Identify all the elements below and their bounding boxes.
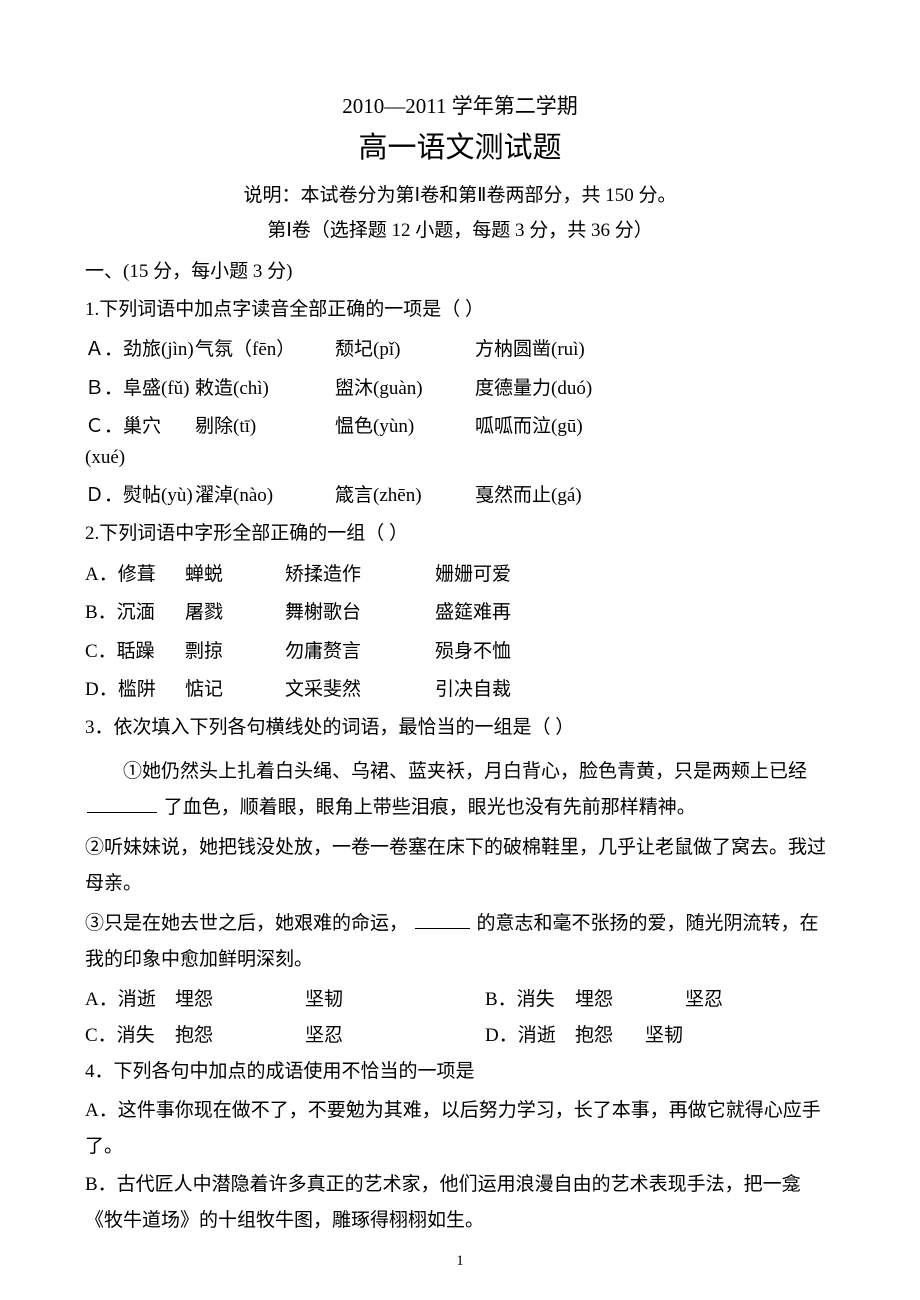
q3-options: A．消逝 埋怨 坚韧 B．消失 埋怨 坚忍 C．消失 抱怨 坚忍 D．消逝 抱怨… xyxy=(85,982,835,1054)
option-text: 坚忍 xyxy=(685,982,745,1018)
q3-sub1-text-b: 了血色，顺着眼，眼角上带些泪痕，眼光也没有先前那样精神。 xyxy=(164,797,696,818)
fill-blank xyxy=(415,910,470,929)
q1-option-d: Ｄ．熨帖(yù) 濯淖(nào) 箴言(zhēn) 戛然而止(gá) xyxy=(85,481,835,511)
option-text: 埋怨 xyxy=(175,982,305,1018)
part-header: 第Ⅰ卷（选择题 12 小题，每题 3 分，共 36 分） xyxy=(85,215,835,242)
q3-opt-c-label: C．消失 xyxy=(85,1018,175,1054)
option-label: C．聒躁 xyxy=(85,637,185,667)
option-text: 濯淖(nào) xyxy=(195,481,335,511)
option-text: 度德量力(duó) xyxy=(475,374,645,404)
option-text: 坚忍 xyxy=(305,1018,485,1054)
option-text: 勿庸赘言 xyxy=(285,637,435,667)
fill-blank xyxy=(87,794,157,813)
q1-option-b: Ｂ．阜盛(fǔ) 敕造(chì) 盥沐(guàn) 度德量力(duó) xyxy=(85,374,835,404)
q1-stem: 1.下列词语中加点字读音全部正确的一项是（ ） xyxy=(85,295,835,325)
page-number: 1 xyxy=(456,1253,464,1270)
option-label: Ｂ．阜盛(fǔ) xyxy=(85,374,195,404)
option-text: 方枘圆凿(ruì) xyxy=(475,335,645,365)
q4-stem: 4．下列各句中加点的成语使用不恰当的一项是 xyxy=(85,1054,835,1090)
q2-option-b: B．沉湎 屠戮 舞榭歌台 盛筵难再 xyxy=(85,598,835,628)
q3-opt-d-label: D．消逝 xyxy=(485,1018,575,1054)
option-text: 戛然而止(gá) xyxy=(475,481,645,511)
option-text: 坚韧 xyxy=(305,982,485,1018)
option-text: 敕造(chì) xyxy=(195,374,335,404)
option-text: 蝉蜕 xyxy=(185,560,285,590)
option-text: 坚韧 xyxy=(645,1018,705,1054)
option-text: 剔除(tī) xyxy=(195,412,335,473)
option-text: 舞榭歌台 xyxy=(285,598,435,628)
q3-sub3: ③只是在她去世之后，她艰难的命运， 的意志和毫不张扬的爱，随光阴流转，在我的印象… xyxy=(85,906,835,978)
option-label: B．沉湎 xyxy=(85,598,185,628)
semester-line: 2010—2011 学年第二学期 xyxy=(85,90,835,120)
q3-opt-b-label: B．消失 xyxy=(485,982,575,1018)
exam-instruction: 说明：本试卷分为第Ⅰ卷和第Ⅱ卷两部分，共 150 分。 xyxy=(85,180,835,207)
q2-option-d: D．槛阱 惦记 文采斐然 引决自裁 xyxy=(85,675,835,705)
option-label: A．修葺 xyxy=(85,560,185,590)
option-text: 惦记 xyxy=(185,675,285,705)
q2-option-c: C．聒躁 剽掠 勿庸赘言 殒身不恤 xyxy=(85,637,835,667)
option-text: 呱呱而泣(gū) xyxy=(475,412,645,473)
option-text: 埋怨 xyxy=(575,982,685,1018)
option-label: Ｃ．巢穴(xué) xyxy=(85,412,195,473)
option-text: 盛筵难再 xyxy=(435,598,585,628)
q3-opt-a-label: A．消逝 xyxy=(85,982,175,1018)
q3-sub1-text-a: ①她仍然头上扎着白头绳、乌裙、蓝夹袄，月白背心，脸色青黄，只是两颊上已经 xyxy=(123,761,807,782)
section-1-header: 一、(15 分，每小题 3 分) xyxy=(85,256,835,283)
q4-option-b: B．古代匠人中潜隐着许多真正的艺术家，他们运用浪漫自由的艺术表现手法，把一龛《牧… xyxy=(85,1167,835,1239)
option-label: Ｄ．熨帖(yù) xyxy=(85,481,195,511)
option-text: 矫揉造作 xyxy=(285,560,435,590)
option-text: 气氛（fēn） xyxy=(195,335,335,365)
option-label: D．槛阱 xyxy=(85,675,185,705)
option-text: 文采斐然 xyxy=(285,675,435,705)
q2-stem: 2.下列词语中字形全部正确的一组（ ） xyxy=(85,519,835,549)
q1-option-c: Ｃ．巢穴(xué) 剔除(tī) 愠色(yùn) 呱呱而泣(gū) xyxy=(85,412,835,473)
option-label: Ａ．劲旅(jìn) xyxy=(85,335,195,365)
option-text: 箴言(zhēn) xyxy=(335,481,475,511)
q3-sub1: ①她仍然头上扎着白头绳、乌裙、蓝夹袄，月白背心，脸色青黄，只是两颊上已经 了血色… xyxy=(85,754,835,826)
q1-option-a: Ａ．劲旅(jìn) 气氛（fēn） 颓圮(pǐ) 方枘圆凿(ruì) xyxy=(85,335,835,365)
q2-option-a: A．修葺 蝉蜕 矫揉造作 姗姗可爱 xyxy=(85,560,835,590)
option-text: 剽掠 xyxy=(185,637,285,667)
option-text: 抱怨 xyxy=(175,1018,305,1054)
q3-stem: 3．依次填入下列各句横线处的词语，最恰当的一组是（ ） xyxy=(85,713,835,743)
option-text: 愠色(yùn) xyxy=(335,412,475,473)
q3-sub3-text-a: ③只是在她去世之后，她艰难的命运， xyxy=(85,913,408,934)
option-text: 屠戮 xyxy=(185,598,285,628)
option-text: 殒身不恤 xyxy=(435,637,585,667)
option-text: 颓圮(pǐ) xyxy=(335,335,475,365)
q3-sub2: ②听妹妹说，她把钱没处放，一卷一卷塞在床下的破棉鞋里，几乎让老鼠做了窝去。我过母… xyxy=(85,830,835,902)
option-text: 抱怨 xyxy=(575,1018,645,1054)
option-text: 姗姗可爱 xyxy=(435,560,585,590)
q4-option-a: A．这件事你现在做不了，不要勉为其难，以后努力学习，长了本事，再做它就得心应手了… xyxy=(85,1093,835,1165)
option-text: 引决自裁 xyxy=(435,675,585,705)
exam-title: 高一语文测试题 xyxy=(85,124,835,166)
option-text: 盥沐(guàn) xyxy=(335,374,475,404)
